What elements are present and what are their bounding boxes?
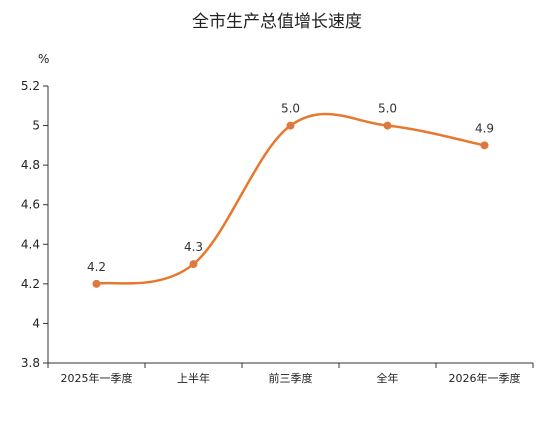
data-point [480, 141, 489, 150]
y-tick-label: 5.2 [21, 79, 40, 93]
data-label: 5.0 [378, 102, 397, 116]
chart-title: 全市生产总值增长速度 [192, 12, 362, 32]
data-label: 4.2 [87, 260, 106, 274]
y-unit-label: % [38, 52, 49, 66]
y-axis-ticks: 3.8 4 4.2 4.4 4.6 4.8 5 5.2 [21, 79, 48, 370]
x-tick-label: 前三季度 [269, 371, 313, 385]
data-point [92, 279, 101, 288]
y-tick-label: 4 [32, 316, 40, 330]
y-tick-label: 4.6 [21, 198, 40, 212]
y-tick-label: 4.8 [21, 158, 40, 172]
y-tick-label: 4.4 [21, 237, 40, 251]
series-line [95, 112, 486, 286]
data-point [383, 121, 392, 130]
x-tick-label: 2025年一季度 [61, 371, 133, 385]
data-point [189, 260, 198, 269]
data-points [92, 121, 489, 288]
data-point [286, 121, 295, 130]
data-label: 5.0 [281, 102, 300, 116]
x-tick-label: 全年 [377, 371, 399, 385]
data-label: 4.9 [475, 121, 494, 135]
y-tick-label: 4.2 [21, 277, 40, 291]
x-tick-label: 2026年一季度 [449, 371, 521, 385]
x-axis-ticks: 2025年一季度 上半年 前三季度 全年 2026年一季度 [47, 363, 534, 385]
data-label: 4.3 [184, 240, 203, 254]
x-tick-label: 上半年 [177, 371, 210, 385]
y-tick-label: 3.8 [21, 356, 40, 370]
y-tick-label: 5 [32, 119, 40, 133]
data-labels: 4.2 4.3 5.0 5.0 4.9 [87, 102, 494, 274]
